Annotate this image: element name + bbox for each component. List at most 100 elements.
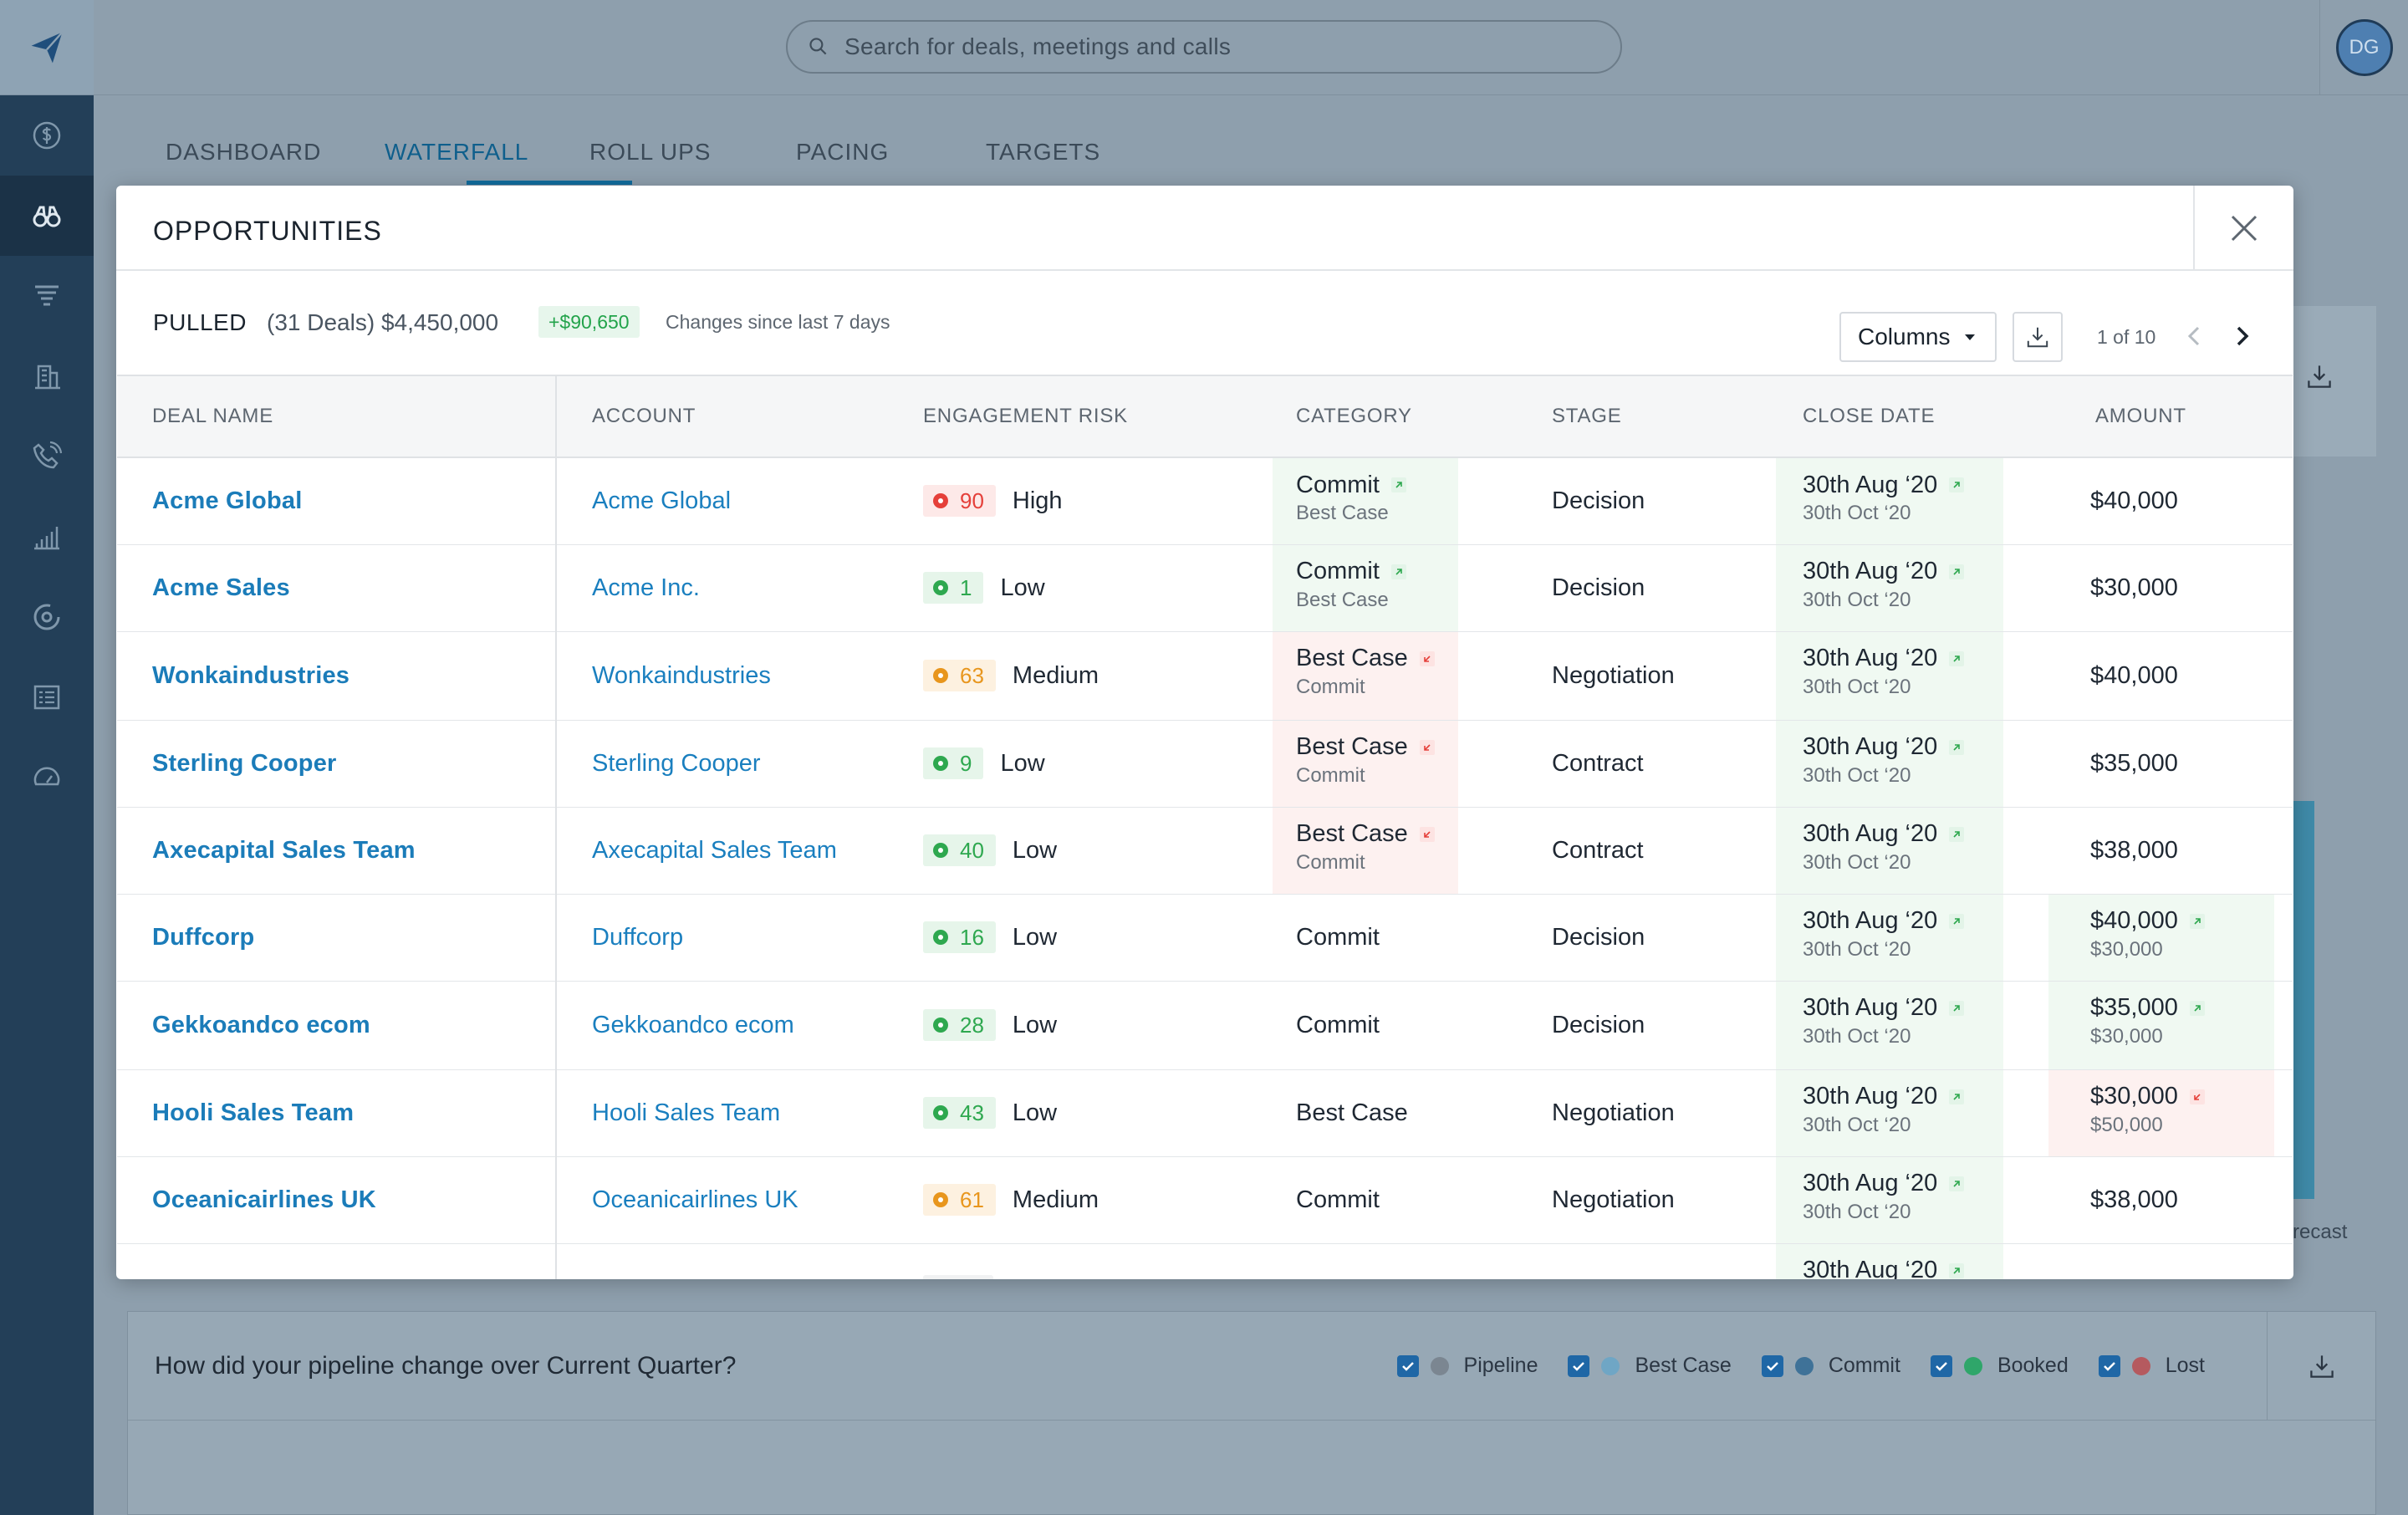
avatar-cell: DG [2319, 0, 2408, 95]
sidebar-item-reports[interactable] [0, 657, 94, 737]
legend-item-booked[interactable]: Booked [1930, 1354, 2069, 1378]
close-date-value: 30th Aug ‘20 [1803, 1083, 1938, 1109]
changes-text: Changes since last 7 days [666, 311, 890, 333]
table-body: Acme Global Acme Global 90 High Commit Best C… [117, 457, 2293, 1279]
account-link[interactable]: Polycon [592, 1278, 678, 1280]
checkbox-checked-icon[interactable] [1930, 1354, 1952, 1377]
deal-name-link[interactable]: Polycon [152, 1278, 247, 1280]
engagement-risk: — Not Scored [923, 1275, 1273, 1279]
checkbox-checked-icon[interactable] [1396, 1354, 1419, 1377]
risk-dot-icon [933, 1192, 948, 1207]
amount-change-cell: $40,000 $30,000 [2048, 894, 2274, 981]
search-input[interactable]: Search for deals, meetings and calls [786, 20, 1622, 74]
active-tab-indicator [467, 181, 632, 185]
account-link[interactable]: Duffcorp [592, 923, 684, 951]
checkbox-checked-icon[interactable] [1568, 1354, 1590, 1377]
legend-item-pipeline[interactable]: Pipeline [1396, 1354, 1538, 1378]
column-header-amount[interactable]: AMOUNT [2048, 375, 2293, 458]
table-row[interactable]: Acme Global Acme Global 90 High Commit Best C… [117, 457, 2293, 545]
deal-name-link[interactable]: Duffcorp [152, 923, 255, 951]
account-link[interactable]: Gekkoandco ecom [592, 1011, 794, 1038]
stage-value: Contract [1552, 836, 1644, 864]
sidebar-item-calls[interactable] [0, 416, 94, 497]
table-row[interactable]: PolyconPolycon—Not ScoredCommitDecision3… [117, 1243, 2293, 1279]
dollar-icon [33, 121, 61, 150]
account-link[interactable]: Wonkaindustries [592, 661, 771, 689]
column-header-stage[interactable]: STAGE [1528, 375, 1776, 458]
pipeline-download-button[interactable] [2267, 1312, 2375, 1421]
tab-roll-ups[interactable]: ROLL UPS [589, 139, 712, 165]
column-header-deal-name[interactable]: DEAL NAME [117, 375, 557, 458]
account-link[interactable]: Oceanicairlines UK [592, 1186, 798, 1213]
stage-value: Decision [1528, 1278, 1776, 1280]
search-icon [809, 38, 827, 55]
sidebar-item-revenue[interactable] [0, 95, 94, 176]
close-date-previous: 30th Oct ‘20 [1803, 937, 1911, 961]
column-header-close-date[interactable]: CLOSE DATE [1776, 375, 2048, 458]
previous-page-button[interactable] [2183, 323, 2206, 354]
deal-name-link[interactable]: Oceanicairlines UK [152, 1186, 376, 1213]
table-row[interactable]: Wonkaindustries Wonkaindustries 63 Medium Be… [117, 631, 2293, 721]
sidebar-item-insights[interactable] [0, 176, 94, 256]
tab-targets[interactable]: TARGETS [986, 139, 1101, 165]
amount-value: $40,000 [2090, 487, 2178, 514]
category-previous: Commit [1296, 850, 1365, 874]
legend-label: Best Case [1635, 1354, 1732, 1377]
risk-dot-icon [933, 1105, 948, 1120]
risk-score-badge: — [923, 1275, 993, 1279]
table-row[interactable]: Axecapital Sales Team Axecapital Sales Te… [117, 807, 2293, 895]
trend-up-icon [1390, 477, 1406, 492]
table-row[interactable]: Oceanicairlines UK Oceanicairlines UK 61 Me… [117, 1156, 2293, 1244]
table-row[interactable]: Duffcorp Duffcorp 16 Low Commit Decision 30th … [117, 894, 2293, 982]
tab-dashboard[interactable]: DASHBOARD [166, 139, 322, 165]
download-icon[interactable] [2304, 361, 2334, 391]
account-link[interactable]: Hooli Sales Team [592, 1099, 781, 1126]
sidebar-item-accounts[interactable] [0, 336, 94, 416]
table-row[interactable]: Gekkoandco ecom Gekkoandco ecom 28 Low Commi… [117, 981, 2293, 1070]
sidebar-item-forecast[interactable] [0, 577, 94, 657]
close-button[interactable] [2193, 186, 2293, 271]
sidebar-item-pipeline[interactable] [0, 256, 94, 336]
deal-name-link[interactable]: Wonkaindustries [152, 661, 350, 689]
deal-name-link[interactable]: Acme Global [152, 487, 303, 514]
column-header-account[interactable]: ACCOUNT [556, 375, 923, 458]
deal-name-link[interactable]: Gekkoandco ecom [152, 1011, 370, 1038]
column-header-engagement-risk[interactable]: ENGAGEMENT RISK [923, 375, 1273, 458]
deal-name-link[interactable]: Sterling Cooper [152, 749, 337, 777]
avatar[interactable]: DG [2335, 19, 2393, 76]
tab-waterfall[interactable]: WATERFALL [385, 139, 529, 165]
risk-score-badge: 90 [923, 485, 996, 518]
deal-name-link[interactable]: Acme Sales [152, 574, 290, 601]
checkbox-checked-icon[interactable] [2098, 1354, 2120, 1377]
risk-level: Not Scored [1010, 1278, 1131, 1280]
risk-level: Low [1000, 749, 1045, 777]
columns-dropdown[interactable]: Columns [1839, 312, 1997, 362]
risk-score: 63 [960, 662, 984, 688]
table-row[interactable]: Acme Sales Acme Inc. 1 Low Commit Best Case De… [117, 544, 2293, 632]
deal-name-link[interactable]: Hooli Sales Team [152, 1099, 355, 1126]
account-link[interactable]: Acme Global [592, 487, 732, 514]
account-link[interactable]: Acme Inc. [592, 574, 700, 601]
sidebar-item-analytics[interactable] [0, 497, 94, 577]
logo[interactable] [0, 0, 94, 95]
account-link[interactable]: Axecapital Sales Team [592, 836, 837, 864]
table-row[interactable]: Hooli Sales Team Hooli Sales Team 43 Low Bes… [117, 1069, 2293, 1157]
sidebar-item-performance[interactable] [0, 737, 94, 818]
search-placeholder: Search for deals, meetings and calls [844, 33, 1232, 59]
deal-name-link[interactable]: Axecapital Sales Team [152, 836, 416, 864]
table-row[interactable]: Sterling Cooper Sterling Cooper 9 Low Best C… [117, 720, 2293, 808]
category-change-cell: Commit Best Case [1273, 458, 1458, 544]
category-change-cell: Best Case Commit [1273, 807, 1458, 894]
download-button[interactable] [2013, 312, 2063, 362]
legend-item-commit[interactable]: Commit [1761, 1354, 1900, 1378]
legend-item-best-case[interactable]: Best Case [1568, 1354, 1732, 1378]
checkbox-checked-icon[interactable] [1761, 1354, 1783, 1377]
category-previous: Best Case [1296, 502, 1389, 524]
account-link[interactable]: Sterling Cooper [592, 749, 761, 777]
column-header-category[interactable]: CATEGORY [1273, 375, 1528, 458]
tab-pacing[interactable]: PACING [796, 139, 890, 165]
next-page-button[interactable] [2230, 323, 2253, 354]
legend-item-lost[interactable]: Lost [2098, 1354, 2205, 1378]
